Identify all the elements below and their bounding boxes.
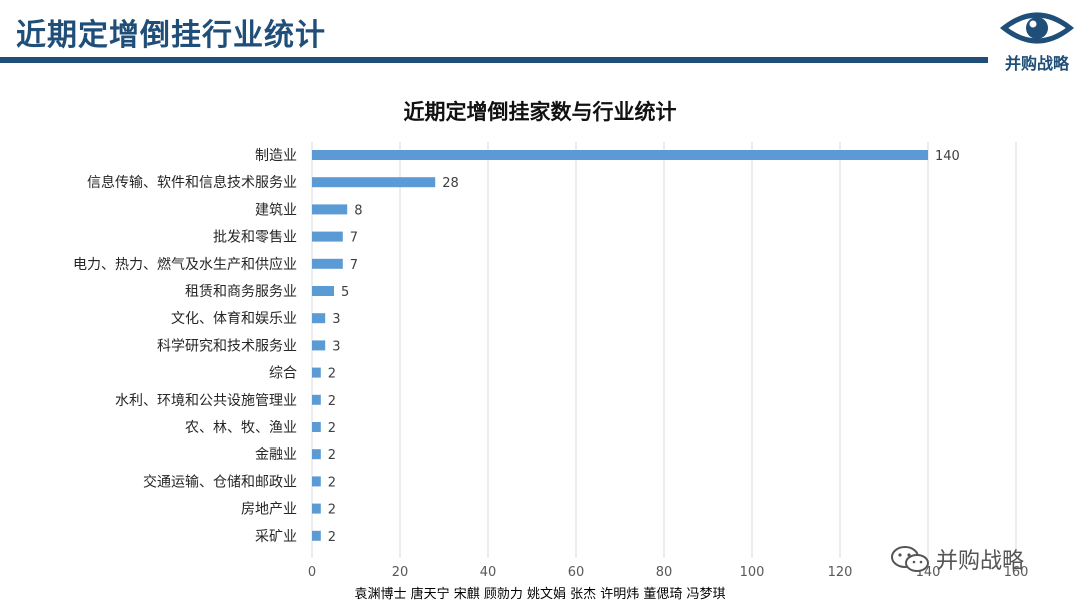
x-tick-label: 40 <box>480 565 497 580</box>
data-label: 7 <box>350 258 358 273</box>
bar <box>312 313 326 324</box>
data-label: 2 <box>328 530 336 545</box>
bar <box>312 340 326 351</box>
data-label: 2 <box>328 475 336 490</box>
category-label: 水利、环境和公共设施管理业 <box>115 393 297 409</box>
bar <box>312 286 334 296</box>
data-label: 8 <box>354 203 362 218</box>
data-label: 2 <box>328 421 336 436</box>
slide-title: 近期定增倒挂行业统计 <box>16 18 326 53</box>
x-tick-label: 100 <box>740 565 765 580</box>
x-tick-label: 120 <box>828 565 853 580</box>
bar <box>312 258 343 269</box>
category-label: 金融业 <box>255 447 297 463</box>
bar <box>312 231 343 242</box>
bar <box>312 476 321 487</box>
category-label: 农、林、牧、渔业 <box>185 420 297 436</box>
bar <box>312 177 436 188</box>
category-label: 建筑业 <box>255 202 297 218</box>
data-label: 3 <box>332 312 340 327</box>
data-label: 2 <box>328 367 336 382</box>
category-label: 综合 <box>269 366 297 382</box>
wechat-icon <box>891 546 929 572</box>
x-tick-label: 20 <box>392 565 409 580</box>
watermark-text: 并购战略 <box>936 549 1025 574</box>
bar <box>312 150 928 160</box>
logo-text: 并购战略 <box>1004 54 1069 73</box>
x-tick-label: 80 <box>656 565 673 580</box>
category-label: 信息传输、软件和信息技术服务业 <box>87 174 297 191</box>
data-label: 7 <box>350 231 358 246</box>
category-label: 批发和零售业 <box>213 230 297 246</box>
category-label: 交通运输、仓储和邮政业 <box>143 473 297 490</box>
data-label: 2 <box>328 448 336 463</box>
category-label: 租赁和商务服务业 <box>185 284 297 300</box>
eye-icon <box>999 12 1075 44</box>
title-rule <box>0 57 988 63</box>
bar <box>312 449 321 460</box>
bar <box>312 422 321 432</box>
category-label: 科学研究和技术服务业 <box>157 338 297 354</box>
data-label: 3 <box>332 339 340 354</box>
bar <box>312 394 321 405</box>
x-tick-label: 160 <box>1004 565 1029 580</box>
data-label: 2 <box>328 394 336 409</box>
category-label: 采矿业 <box>255 529 297 545</box>
brand-logo: 并购战略 <box>998 6 1076 74</box>
footer-authors: 袁渊博士 唐天宁 宋麒 顾勍力 姚文娟 张杰 许明炜 董偲琦 冯梦琪 <box>354 587 726 602</box>
category-label: 电力、热力、燃气及水生产和供应业 <box>73 256 297 273</box>
data-label: 140 <box>935 149 960 164</box>
category-label: 制造业 <box>255 148 297 164</box>
bar <box>312 503 321 514</box>
data-label: 5 <box>341 285 349 300</box>
x-tick-label: 60 <box>568 565 585 580</box>
data-label: 28 <box>442 176 459 191</box>
x-tick-label: 0 <box>308 565 316 580</box>
bar <box>312 204 348 215</box>
data-label: 2 <box>328 503 336 518</box>
category-label: 房地产业 <box>241 502 297 518</box>
bar <box>312 530 321 541</box>
bar <box>312 367 321 378</box>
category-label: 文化、体育和娱乐业 <box>171 311 297 327</box>
chart-title: 近期定增倒挂家数与行业统计 <box>403 100 677 124</box>
